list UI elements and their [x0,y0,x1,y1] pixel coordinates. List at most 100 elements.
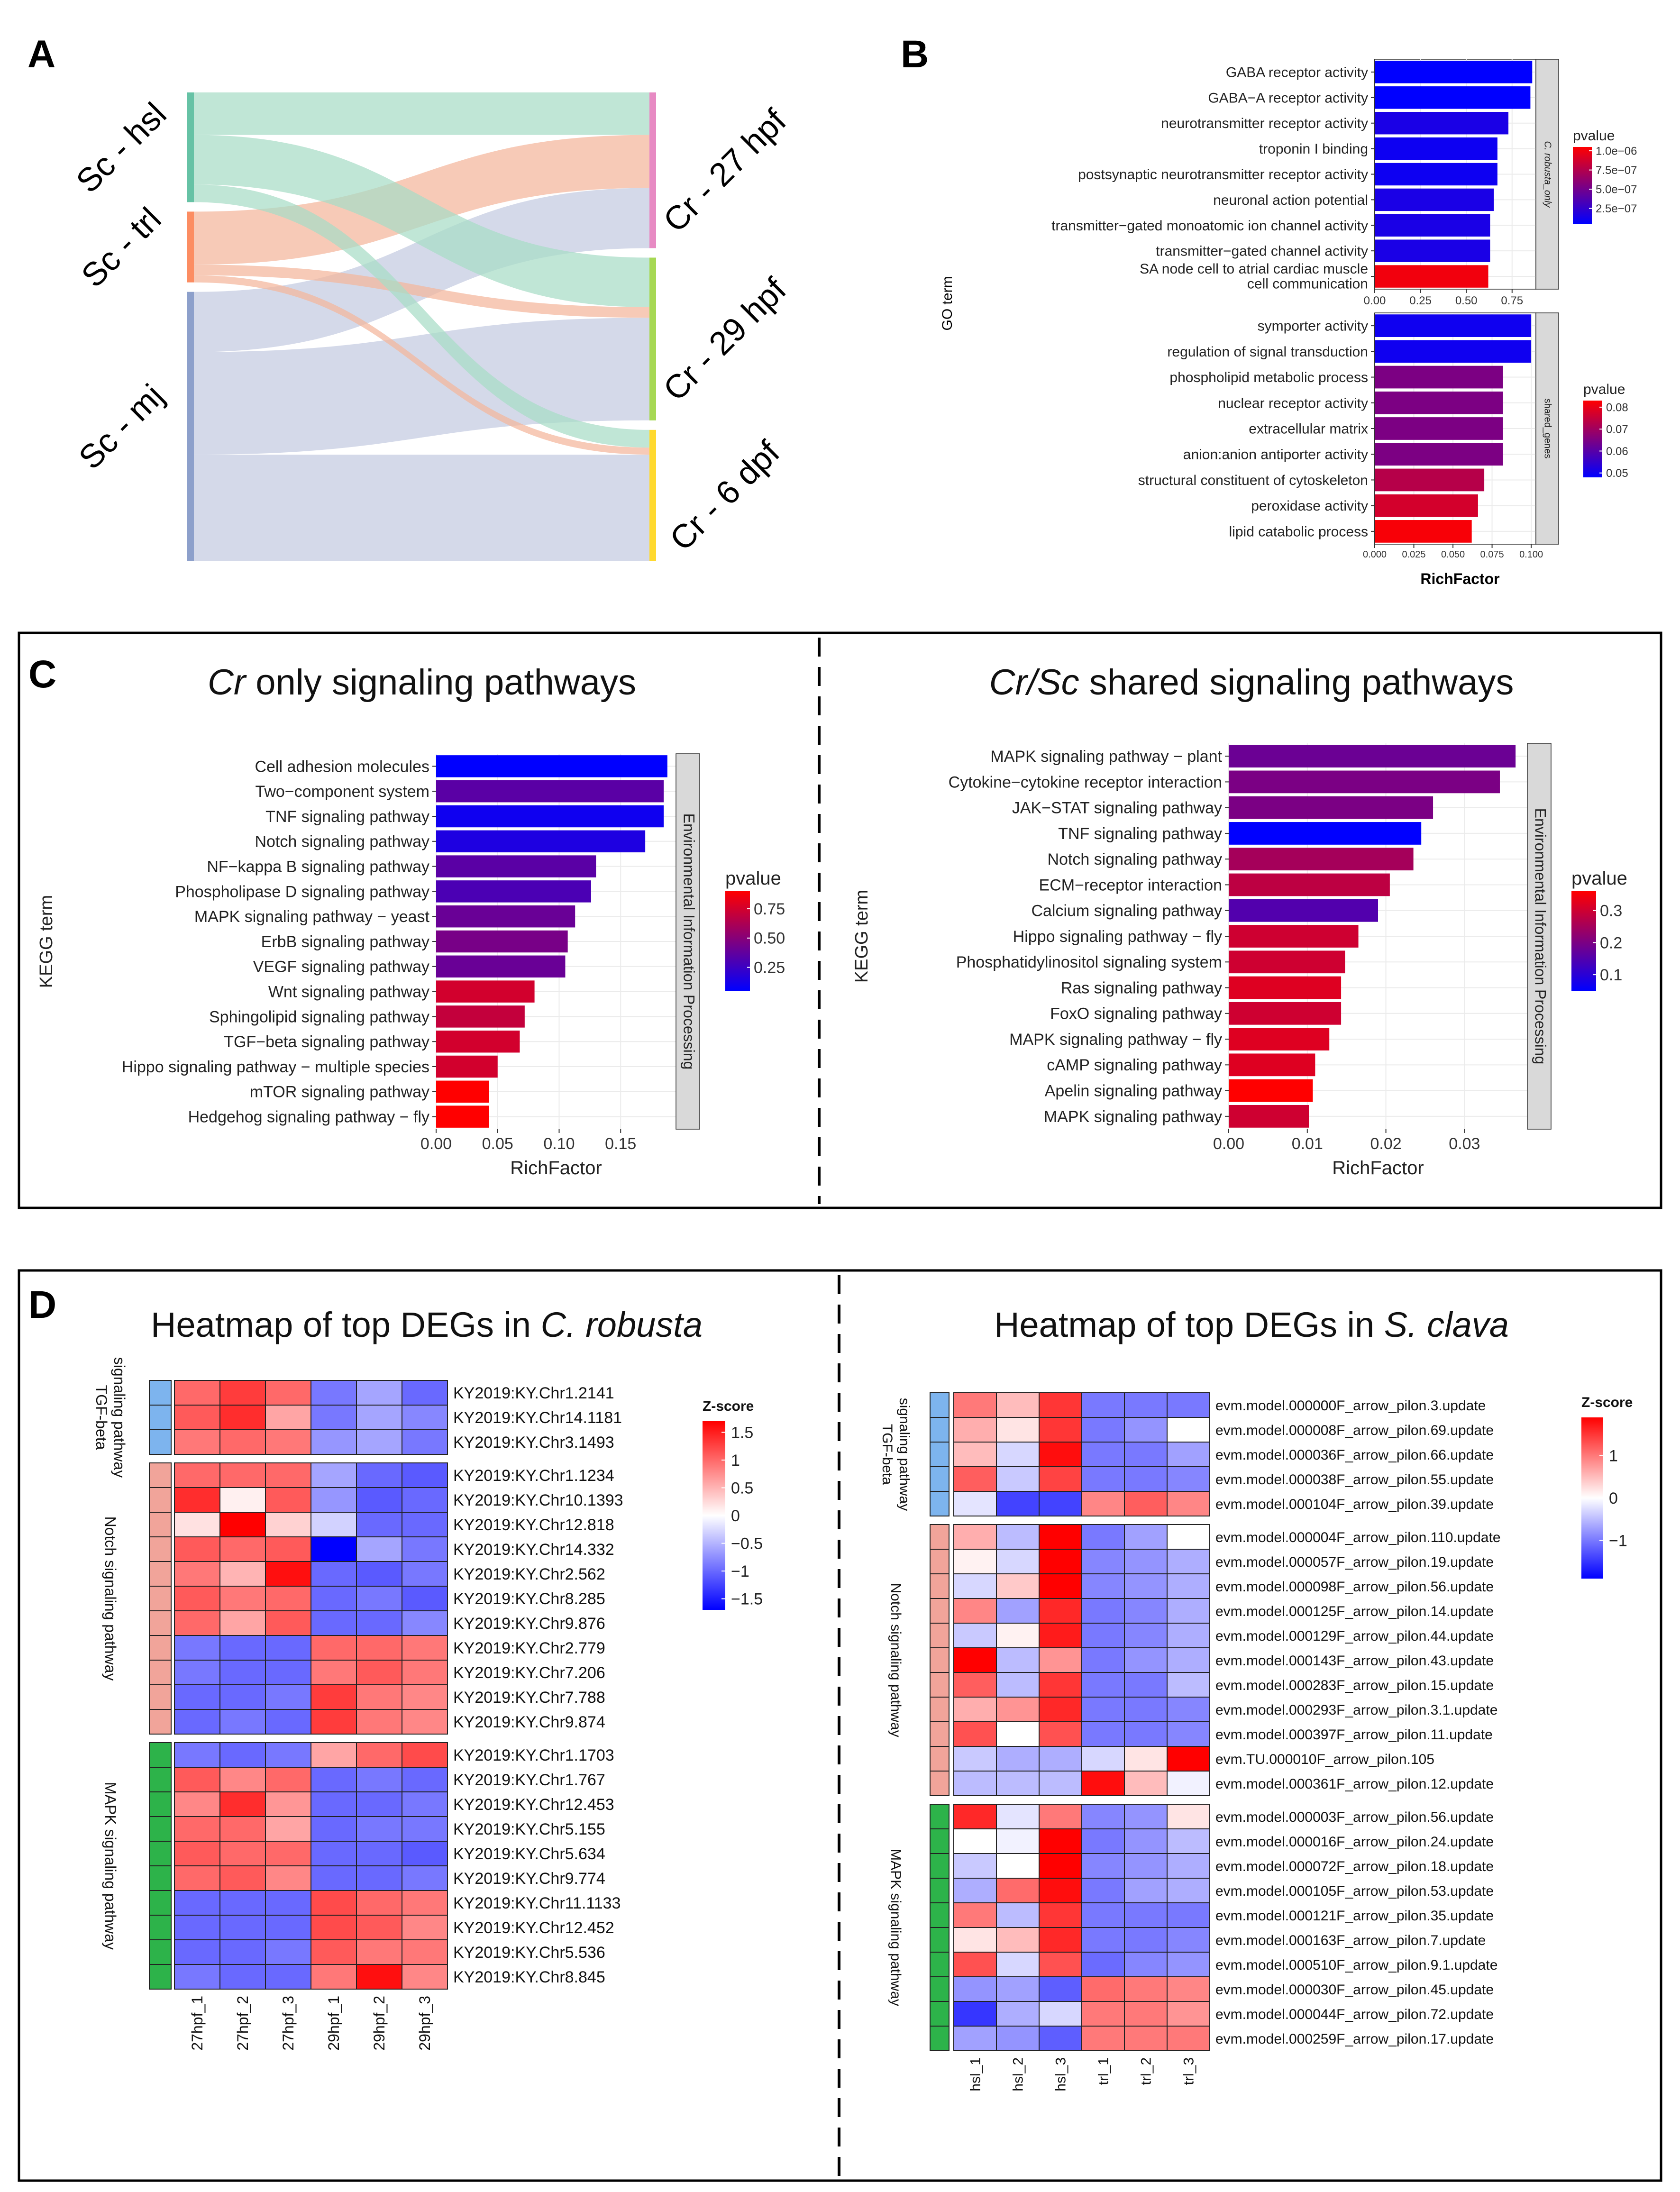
category-label: mTOR signaling pathway [250,1083,429,1101]
heatmap-cell [996,1549,1040,1574]
heatmap-cell [219,1380,266,1406]
heatmap-cell [402,1429,448,1455]
legend-label: 0.75 [754,900,785,918]
group-annotation-cell [149,1964,172,1990]
group-annotation-cell [149,1816,172,1842]
heatmap-cell [265,1841,311,1866]
row-label: evm.model.000293F_arrow_pilon.3.1.update [1215,1702,1497,1718]
heatmap-cell [1039,1392,1082,1418]
legend-title: pvalue [1573,128,1615,144]
bar [1375,239,1490,262]
legend-label: 2.5e−07 [1596,202,1637,215]
heatmap-cell [953,1721,997,1747]
row-label: evm.model.000044F_arrow_pilon.72.update [1215,2007,1494,2022]
group-annotation-cell [930,1672,950,1698]
heatmap-cell [1081,1746,1125,1772]
row-label: KY2019:KY.Chr10.1393 [453,1491,623,1509]
heatmap-cell [219,1561,266,1587]
group-annotation-cell [149,1841,172,1866]
category-label: Hippo signaling pathway − multiple speci… [122,1058,429,1076]
row-label: KY2019:KY.Chr3.1493 [453,1434,614,1452]
row-label: evm.model.000104F_arrow_pilon.39.update [1215,1497,1494,1512]
heatmap-cell [219,1816,266,1842]
row-label: evm.model.000004F_arrow_pilon.110.update [1215,1530,1501,1545]
heatmap-cell [1167,1598,1210,1624]
row-label: KY2019:KY.Chr11.1133 [453,1894,621,1912]
bar [1375,443,1503,466]
group-annotation-cell [930,1828,950,1854]
heatmap-cell [1167,1549,1210,1574]
group-annotation-cell [930,1392,950,1418]
heatmap-cell [1124,1417,1168,1443]
group-annotation-cell [149,1462,172,1488]
heatmap-cell [402,1865,448,1891]
heatmap-cell [1039,1623,1082,1648]
bar [436,880,591,903]
bar [436,955,566,978]
bar [1229,899,1378,922]
row-label: evm.model.000008F_arrow_pilon.69.update [1215,1423,1494,1438]
group-annotation-cell [930,1804,950,1829]
heatmap-cell [1039,1721,1082,1747]
group-annotation-cell [930,1573,950,1599]
heatmap-cell [1081,1952,1125,1977]
heatmap-cell [174,1742,220,1768]
heatmap-cell [953,1524,997,1550]
bar [1229,976,1342,999]
heatmap-cell [1124,1771,1168,1796]
sankey-flow [194,265,649,318]
group-annotation-cell [149,1742,172,1768]
heatmap-cell [1081,1853,1125,1879]
heatmap-cell [219,1890,266,1916]
heatmap-cell [356,1660,402,1685]
sankey-node-right [649,257,656,420]
sankey-node-label: Sc - hsl [69,95,173,200]
category-label: symporter activity [1258,319,1368,334]
heatmap-cell [310,1791,357,1817]
category-label: Wnt signaling pathway [268,983,429,1001]
group-label: TGF-beta [879,1424,895,1485]
group-label: Notch signaling pathway [888,1583,904,1737]
bar [436,805,664,828]
sankey-flow [194,92,649,135]
group-annotation-cell [149,1536,172,1562]
row-label: KY2019:KY.Chr14.332 [453,1541,614,1559]
heatmap-cell [1081,1392,1125,1418]
heatmap-cell [174,1791,220,1817]
heatmap-cell [219,1635,266,1661]
legend-label: 0.1 [1600,966,1622,984]
heatmap-cell [265,1487,311,1513]
category-label: neurotransmitter receptor activity [1161,116,1368,131]
heatmap-cell [1167,1927,1210,1953]
group-annotation-cell [149,1405,172,1430]
heatmap-cell [1081,1417,1125,1443]
heatmap-cell [1124,1878,1168,1903]
heatmap-cell [996,1598,1040,1624]
panel-c-frame [18,631,1662,1209]
heatmap-cell [1081,2026,1125,2051]
legend-label: 0.3 [1600,902,1622,920]
heatmap-cell [1167,1771,1210,1796]
heatmap-cell [402,1610,448,1636]
heatmap-cell [1124,1598,1168,1624]
heatmap-cell [265,1816,311,1842]
heatmap-cell [174,1915,220,1940]
column-label: hsl_2 [1011,2057,1026,2092]
group-annotation-cell [930,1976,950,2002]
heatmap-cell [356,1890,402,1916]
x-tick-label: 0.00 [420,1135,452,1153]
bar [1375,340,1532,363]
heatmap-cell [219,1536,266,1562]
group-annotation-cell [930,2001,950,2027]
category-label: Hedgehog signaling pathway − fly [188,1108,429,1126]
x-tick-label: 0.01 [1292,1135,1323,1153]
group-annotation-cell [149,1429,172,1455]
column-label: 27hpf_2 [234,1996,251,2051]
bar [436,1005,525,1028]
heatmap-cell [1039,1878,1082,1903]
heatmap-cell [996,1952,1040,1977]
x-tick-label: 0.00 [1213,1135,1244,1153]
heatmap-cell [996,1697,1040,1722]
group-annotation-cell [930,1721,950,1747]
